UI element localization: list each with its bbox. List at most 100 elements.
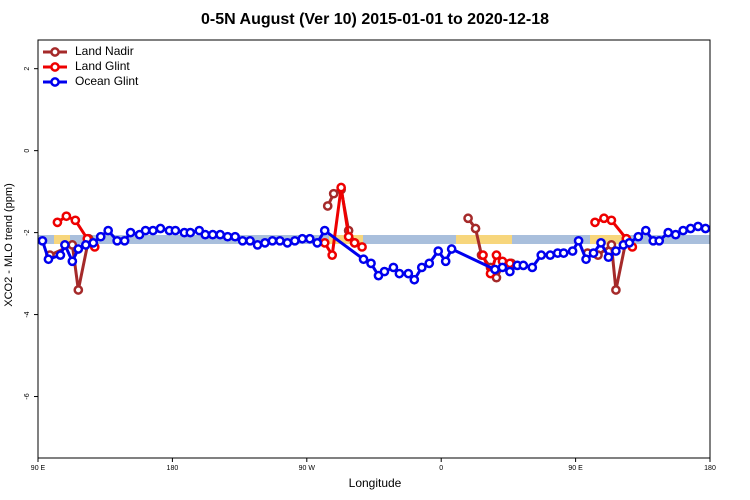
data-point xyxy=(73,244,84,254)
data-point xyxy=(470,223,481,234)
y-tick-label: -6 xyxy=(24,393,31,399)
y-tick-label: -2 xyxy=(24,229,31,235)
plot-frame xyxy=(37,39,711,459)
data-point xyxy=(88,238,99,248)
y-tick-label: 2 xyxy=(24,67,31,71)
legend-marker xyxy=(50,77,60,87)
data-point xyxy=(581,254,591,265)
data-point xyxy=(588,248,599,258)
data-point xyxy=(275,235,285,246)
legend-label: Ocean Glint xyxy=(75,74,139,88)
data-point xyxy=(357,242,367,252)
data-point xyxy=(536,250,547,260)
data-point xyxy=(433,246,444,256)
data-point xyxy=(112,235,122,246)
data-point xyxy=(319,225,330,236)
data-point xyxy=(654,235,665,246)
data-point xyxy=(327,250,338,260)
data-point xyxy=(70,215,81,226)
x-tick-label: 0 xyxy=(439,465,443,472)
data-point xyxy=(491,250,502,260)
data-point xyxy=(260,238,270,248)
data-point xyxy=(366,258,376,269)
data-point xyxy=(567,246,578,256)
data-point xyxy=(424,258,435,269)
data-point xyxy=(388,262,399,273)
data-point xyxy=(312,238,323,248)
data-point xyxy=(573,235,584,246)
data-point xyxy=(282,238,293,248)
legend-marker xyxy=(50,62,60,72)
data-point xyxy=(103,225,114,236)
data-point xyxy=(394,268,405,279)
data-point xyxy=(267,235,278,246)
data-point xyxy=(319,238,330,248)
data-point xyxy=(67,256,78,267)
data-point xyxy=(155,223,166,234)
data-point xyxy=(505,266,515,277)
data-point xyxy=(409,274,420,285)
data-point xyxy=(670,229,681,240)
data-point xyxy=(55,250,66,260)
data-point xyxy=(343,231,354,242)
data-point xyxy=(416,262,427,273)
data-point xyxy=(207,229,218,240)
data-point xyxy=(215,229,226,240)
data-point xyxy=(505,258,515,269)
data-point xyxy=(297,233,308,244)
data-point xyxy=(596,238,606,248)
data-point xyxy=(230,231,240,242)
chart-title: 0-5N August (Ver 10) 2015-01-01 to 2020-… xyxy=(201,11,549,28)
data-point xyxy=(245,235,255,246)
y-axis-label: XCO2 - MLO trend (ppm) xyxy=(3,183,15,306)
data-point xyxy=(73,285,84,295)
data-point xyxy=(358,254,369,265)
x-axis-label: Longitude xyxy=(349,476,402,490)
y-tick-label: 0 xyxy=(24,149,31,153)
data-point xyxy=(349,238,360,248)
data-point xyxy=(606,215,617,226)
data-point xyxy=(95,231,106,242)
data-point xyxy=(558,248,569,258)
data-point xyxy=(527,262,538,273)
data-point xyxy=(185,227,196,238)
data-point xyxy=(304,233,315,244)
data-point xyxy=(700,223,711,234)
data-point xyxy=(200,229,211,240)
data-point xyxy=(606,240,617,250)
x-tick-label: 90 W xyxy=(299,465,316,472)
data-point xyxy=(490,264,500,275)
data-point xyxy=(590,217,600,228)
data-point xyxy=(497,262,508,273)
data-point xyxy=(52,217,63,228)
data-point xyxy=(663,227,674,238)
data-point xyxy=(463,213,473,224)
data-point xyxy=(322,201,333,211)
data-point xyxy=(222,231,233,242)
data-point xyxy=(60,240,70,250)
data-point xyxy=(678,225,688,236)
data-point xyxy=(440,256,451,267)
data-point xyxy=(624,238,635,248)
data-point xyxy=(170,225,181,236)
data-point xyxy=(140,225,151,236)
legend-label: Land Nadir xyxy=(75,44,134,58)
data-point xyxy=(43,254,54,265)
data-point xyxy=(693,221,703,232)
data-point xyxy=(599,213,609,224)
x-tick-label: 90 E xyxy=(31,465,46,472)
data-point xyxy=(545,250,556,260)
data-point xyxy=(37,235,48,246)
data-point xyxy=(336,182,346,193)
data-point xyxy=(478,250,488,260)
data-point xyxy=(611,246,621,256)
data-point xyxy=(611,285,621,295)
data-point xyxy=(125,227,136,238)
data-point xyxy=(148,225,158,236)
data-point xyxy=(403,268,414,279)
legend-marker xyxy=(50,47,60,57)
data-point xyxy=(640,225,651,236)
data-point xyxy=(518,260,529,271)
y-tick-label: -4 xyxy=(24,311,31,317)
data-point xyxy=(633,231,644,242)
